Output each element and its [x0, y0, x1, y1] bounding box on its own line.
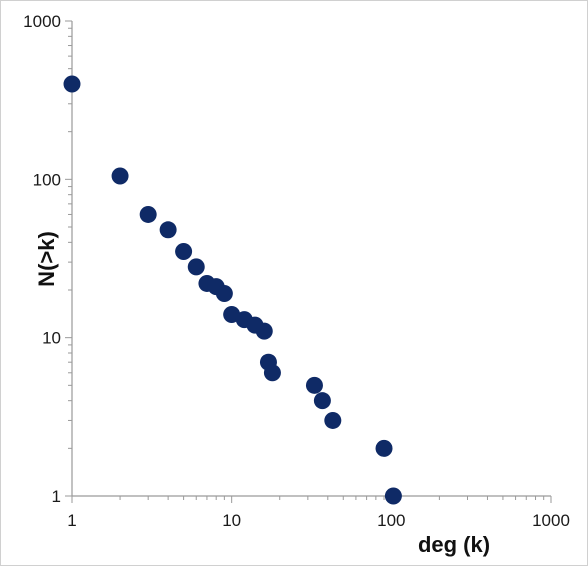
data-point: [187, 258, 205, 276]
data-point: [375, 439, 393, 457]
x-tick-label: 1000: [532, 511, 570, 530]
x-axis-title: deg (k): [418, 532, 490, 557]
y-axis-title: N(>k): [34, 231, 59, 287]
data-points: [63, 75, 402, 505]
data-point: [139, 205, 157, 223]
axes: [71, 21, 551, 497]
axis-ticks: [65, 20, 552, 503]
data-point: [255, 322, 273, 340]
x-tick-label: 10: [222, 511, 241, 530]
data-point: [263, 364, 281, 382]
data-point: [111, 167, 129, 185]
data-point: [384, 487, 402, 505]
data-point: [159, 221, 177, 239]
y-tick-label: 1000: [23, 12, 61, 31]
data-point: [175, 243, 193, 261]
data-point: [63, 75, 81, 93]
data-point: [324, 411, 342, 429]
y-tick-label: 10: [42, 329, 61, 348]
x-tick-label: 1: [67, 511, 76, 530]
x-tick-label: 100: [377, 511, 405, 530]
data-point: [305, 376, 323, 394]
y-tick-label: 1: [52, 487, 61, 506]
tick-labels: 1 10 100 1000 1 10 100 1000: [23, 12, 570, 530]
data-point: [215, 285, 233, 303]
y-tick-label: 100: [33, 170, 61, 189]
data-point: [313, 392, 331, 410]
